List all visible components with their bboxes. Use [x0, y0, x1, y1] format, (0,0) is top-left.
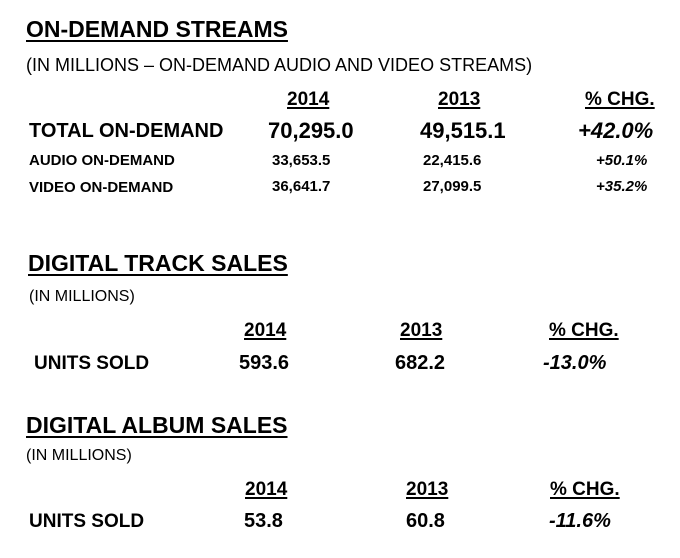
tracks-col-chg: % CHG. — [549, 320, 619, 341]
streams-row-video-chg: +35.2% — [596, 178, 648, 195]
albums-title: DIGITAL ALBUM SALES — [26, 412, 288, 438]
albums-col-2013: 2013 — [406, 479, 449, 500]
streams-row-total-2013: 49,515.1 — [420, 118, 506, 143]
streams-row-video-2013: 27,099.5 — [423, 178, 482, 195]
albums-col-chg: % CHG. — [550, 479, 620, 500]
streams-row-audio-2014: 33,653.5 — [272, 152, 331, 169]
streams-row-video-2014: 36,641.7 — [272, 178, 331, 195]
streams-col-chg: % CHG. — [585, 89, 655, 110]
albums-col-2014: 2014 — [245, 479, 288, 500]
tracks-row-chg: -13.0% — [543, 352, 607, 374]
streams-row-audio-chg: +50.1% — [596, 152, 648, 169]
streams-row-audio-2013: 22,415.6 — [423, 152, 482, 169]
albums-row-2013: 60.8 — [406, 510, 445, 532]
tracks-col-2013: 2013 — [400, 320, 443, 341]
streams-row-total-chg: +42.0% — [578, 118, 654, 143]
streams-col-2014: 2014 — [287, 89, 330, 110]
albums-row-label: UNITS SOLD — [29, 511, 145, 532]
tracks-row-2013: 682.2 — [395, 352, 446, 374]
albums-subtitle: (IN MILLIONS) — [26, 447, 132, 464]
tracks-row-label: UNITS SOLD — [34, 353, 150, 374]
tracks-col-2014: 2014 — [244, 320, 287, 341]
tracks-title: DIGITAL TRACK SALES — [28, 250, 288, 276]
streams-row-total-label: TOTAL ON-DEMAND — [29, 120, 224, 142]
tracks-row-2014: 593.6 — [239, 352, 290, 374]
albums-row-2014: 53.8 — [244, 510, 283, 532]
streams-row-video-label: VIDEO ON-DEMAND — [29, 179, 174, 196]
albums-row-chg: -11.6% — [549, 510, 611, 532]
streams-title: ON-DEMAND STREAMS — [26, 16, 288, 42]
streams-row-audio-label: AUDIO ON-DEMAND — [29, 152, 175, 169]
streams-row-total-2014: 70,295.0 — [268, 118, 354, 143]
tracks-subtitle: (IN MILLIONS) — [29, 288, 135, 305]
streams-subtitle: (IN MILLIONS – ON-DEMAND AUDIO AND VIDEO… — [26, 55, 533, 75]
streams-col-2013: 2013 — [438, 89, 481, 110]
